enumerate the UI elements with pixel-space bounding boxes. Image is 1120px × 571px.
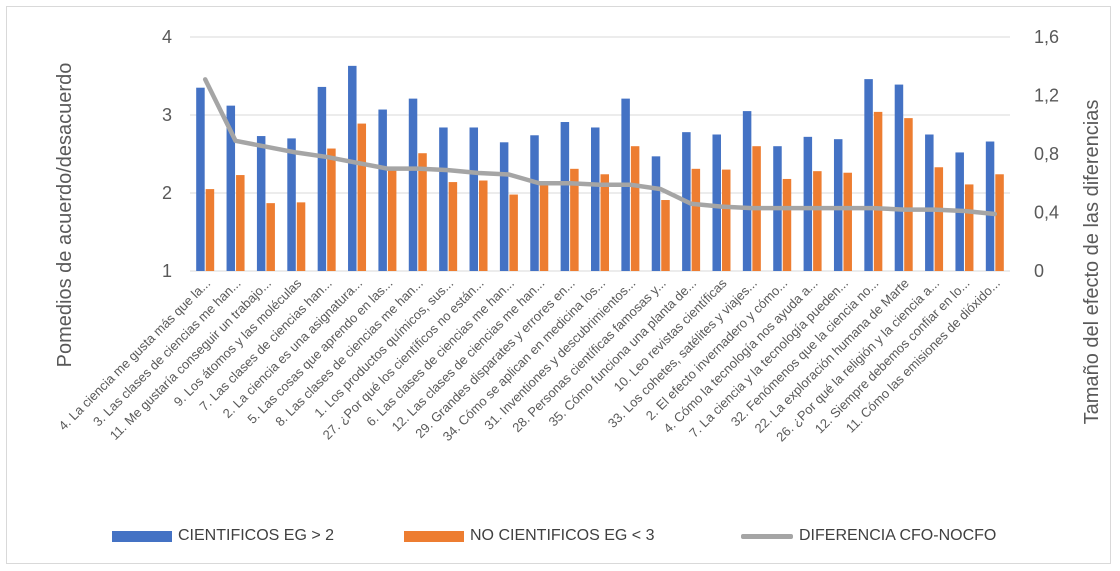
y-tick-label: 2 — [162, 183, 172, 203]
legend: CIENTIFICOS EG > 2 NO CIENTIFICOS EG < 3… — [0, 527, 1120, 549]
bar-no-cientificos — [782, 178, 792, 271]
gridlines — [190, 36, 1010, 272]
bar-no-cientificos — [995, 174, 1004, 271]
bar-no-cientificos — [387, 168, 397, 271]
bar-no-cientificos — [570, 168, 579, 271]
y2-tick-label: 1,2 — [1034, 86, 1059, 106]
y-axis-left-ticks: 1 2 3 4 — [162, 27, 172, 281]
bar-cientificos — [499, 142, 509, 271]
bar-no-cientificos — [873, 111, 883, 271]
bar-cientificos — [287, 138, 296, 271]
bar-no-cientificos — [721, 169, 731, 271]
bar-cientificos — [378, 109, 387, 271]
bar-no-cientificos — [296, 202, 306, 271]
bar-cientificos — [530, 135, 539, 271]
bar-cientificos — [864, 79, 873, 272]
bar-cientificos — [985, 141, 995, 271]
legend-label: DIFERENCIA CFO-NOCFO — [799, 527, 997, 544]
bar-no-cientificos — [448, 182, 458, 271]
bar-cientificos — [317, 86, 327, 271]
bar-cientificos — [712, 134, 721, 271]
bar-no-cientificos — [509, 194, 518, 271]
y-tick-label: 3 — [162, 105, 172, 125]
bar-cientificos — [925, 134, 934, 271]
legend-swatch-blue — [112, 530, 172, 542]
bar-cientificos — [742, 111, 752, 271]
bar-no-cientificos — [266, 203, 275, 271]
bar-no-cientificos — [600, 174, 609, 271]
bar-no-cientificos — [691, 168, 701, 271]
bar-no-cientificos — [205, 189, 215, 271]
bar-cientificos — [256, 136, 266, 271]
series-no-cientificos-bars — [205, 111, 1004, 272]
legend-item-no-cientificos: NO CIENTIFICOS EG < 3 — [404, 527, 654, 545]
bar-no-cientificos — [418, 153, 427, 271]
bar-no-cientificos — [357, 123, 367, 271]
series-diferencia-line — [202, 77, 998, 217]
bar-cientificos — [833, 139, 843, 271]
bar-cientificos — [591, 127, 600, 271]
y2-tick-label: 0,4 — [1034, 203, 1059, 223]
bar-no-cientificos — [327, 148, 336, 271]
y-axis-right-ticks: 0 0,4 0,8 1,2 1,6 — [1034, 27, 1059, 281]
chart-frame — [6, 6, 1111, 564]
bar-cientificos — [560, 122, 570, 272]
bar-cientificos — [651, 156, 661, 271]
legend-swatch-gray — [741, 533, 793, 539]
legend-item-diferencia: DIFERENCIA CFO-NOCFO — [741, 527, 996, 545]
y-tick-label: 1 — [162, 261, 172, 281]
bar-cientificos — [408, 98, 418, 272]
bar-cientificos — [348, 65, 357, 271]
bar-no-cientificos — [661, 200, 670, 271]
bar-cientificos — [894, 84, 904, 271]
bar-cientificos — [196, 87, 205, 271]
line-diferencia — [202, 77, 998, 217]
bar-no-cientificos — [843, 172, 852, 271]
bar-no-cientificos — [813, 171, 822, 271]
bar-cientificos — [226, 105, 236, 271]
y-axis-right-label: Tamaño del efecto de las diferencias — [1081, 100, 1103, 425]
y-tick-label: 4 — [162, 27, 172, 47]
bar-cientificos — [469, 127, 479, 271]
y2-tick-label: 0,8 — [1034, 144, 1059, 164]
bar-no-cientificos — [904, 118, 913, 272]
y-axis-left-label: Pomedios de acuerdo/desacuerdo — [54, 63, 76, 368]
legend-swatch-orange — [404, 530, 464, 542]
bar-no-cientificos — [630, 146, 640, 271]
bar-cientificos — [803, 136, 813, 271]
legend-label: CIENTIFICOS EG > 2 — [178, 527, 335, 544]
y2-tick-label: 1,6 — [1034, 27, 1059, 47]
x-axis-category-labels: 4. La ciencia me gusta más que la...3. L… — [56, 275, 1003, 444]
y2-tick-label: 0 — [1034, 261, 1044, 281]
bar-cientificos — [439, 127, 448, 271]
bar-no-cientificos — [236, 175, 245, 271]
bar-no-cientificos — [479, 180, 488, 271]
legend-item-cientificos: CIENTIFICOS EG > 2 — [112, 527, 334, 545]
bar-no-cientificos — [964, 184, 974, 271]
bar-no-cientificos — [539, 182, 549, 271]
bar-no-cientificos — [934, 167, 944, 271]
legend-label: NO CIENTIFICOS EG < 3 — [470, 527, 655, 544]
